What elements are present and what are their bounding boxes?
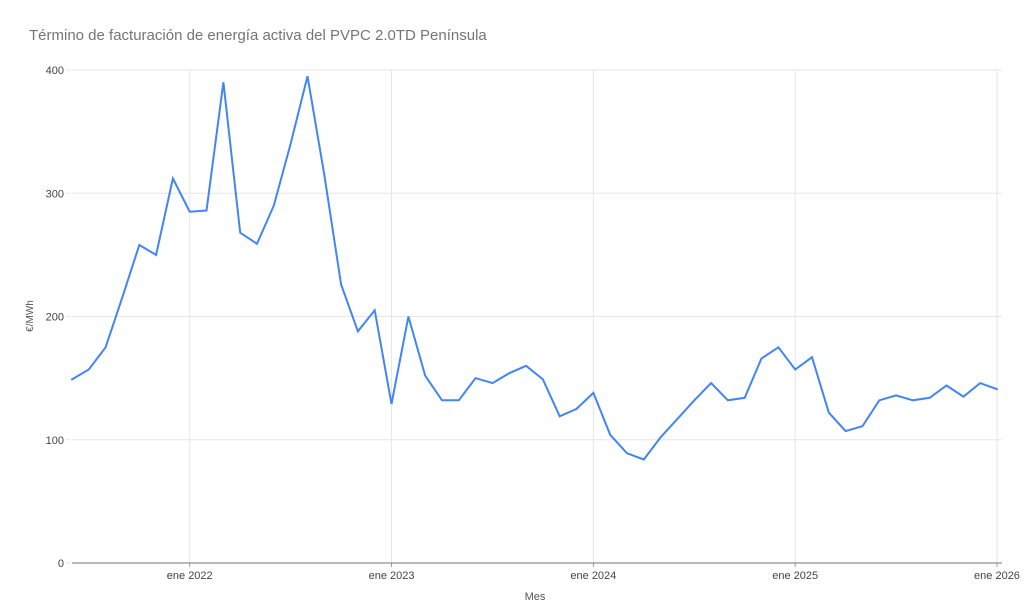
y-tick-label: 200: [46, 312, 64, 324]
x-tick-label: ene 2025: [772, 570, 818, 582]
x-tick-label: ene 2023: [369, 570, 415, 582]
y-tick-label: 400: [46, 65, 64, 77]
y-tick-label: 0: [58, 558, 64, 570]
y-axis-title: €/MWh: [25, 300, 36, 332]
y-tick-label: 300: [46, 188, 64, 200]
x-tick-label: ene 2026: [974, 570, 1020, 582]
x-axis-title: Mes: [525, 591, 546, 603]
x-tick-label: ene 2024: [570, 570, 616, 582]
chart-title: Término de facturación de energía activa…: [29, 27, 487, 44]
y-tick-label: 100: [46, 435, 64, 447]
pvpc-series-line[interactable]: [71, 75, 998, 461]
x-tick-label: ene 2022: [167, 570, 213, 582]
